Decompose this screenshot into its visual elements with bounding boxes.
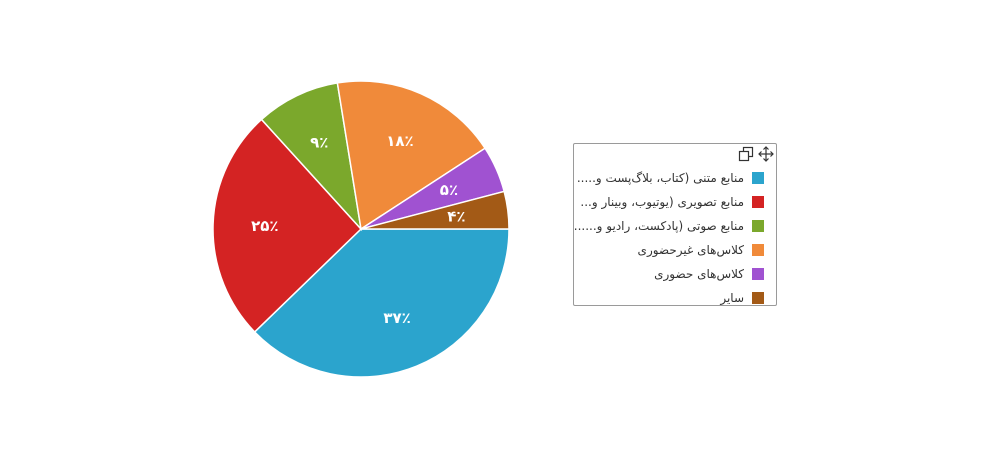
legend-swatch xyxy=(752,244,764,256)
copy-icon[interactable] xyxy=(738,146,754,162)
legend-toolbar xyxy=(738,146,774,162)
pie-slice[interactable] xyxy=(253,228,510,378)
pie-slice[interactable] xyxy=(212,118,363,334)
legend-swatch xyxy=(752,220,764,232)
legend-item[interactable]: سایر xyxy=(574,286,776,310)
legend-label: کلاس‌های حضوری xyxy=(654,267,744,281)
slice-data-label: ۱۸٪ xyxy=(386,132,413,150)
legend-label: منابع صوتی (پادکست، رادیو و...... xyxy=(574,219,744,233)
pie-data-labels: ۳۷٪ ۲۵٪ ۹٪ ۱۸٪ ۵٪ ۴٪ xyxy=(251,132,465,327)
legend-item[interactable]: منابع تصویری (یوتیوب، وبینار و... xyxy=(574,190,776,214)
legend-list: منابع متنی (کتاب، بلاگ‌پست و..... منابع ت… xyxy=(574,166,776,310)
slice-data-label: ۲۵٪ xyxy=(251,217,278,235)
legend-item[interactable]: کلاس‌های غیرحضوری xyxy=(574,238,776,262)
legend-label: سایر xyxy=(720,291,744,305)
slice-data-label: ۹٪ xyxy=(310,133,328,151)
legend: منابع متنی (کتاب، بلاگ‌پست و..... منابع ت… xyxy=(573,143,777,306)
legend-swatch xyxy=(752,172,764,184)
pie-slice[interactable] xyxy=(260,82,363,232)
legend-swatch xyxy=(752,292,764,304)
legend-swatch xyxy=(752,196,764,208)
legend-label: کلاس‌های غیرحضوری xyxy=(637,243,744,257)
pie-slice[interactable] xyxy=(336,80,487,231)
legend-item[interactable]: منابع متنی (کتاب، بلاگ‌پست و..... xyxy=(574,166,776,190)
legend-label: منابع متنی (کتاب، بلاگ‌پست و..... xyxy=(576,171,744,185)
legend-label: منابع تصویری (یوتیوب، وبینار و... xyxy=(580,195,744,209)
legend-item[interactable]: کلاس‌های حضوری xyxy=(574,262,776,286)
slice-data-label: ۵٪ xyxy=(440,181,458,199)
pie-slices xyxy=(212,80,510,378)
slice-data-label: ۴٪ xyxy=(447,208,465,226)
legend-item[interactable]: منابع صوتی (پادکست، رادیو و...... xyxy=(574,214,776,238)
slice-data-label: ۳۷٪ xyxy=(383,309,410,327)
legend-swatch xyxy=(752,268,764,280)
move-icon[interactable] xyxy=(758,146,774,162)
pie-slice[interactable] xyxy=(360,190,510,230)
